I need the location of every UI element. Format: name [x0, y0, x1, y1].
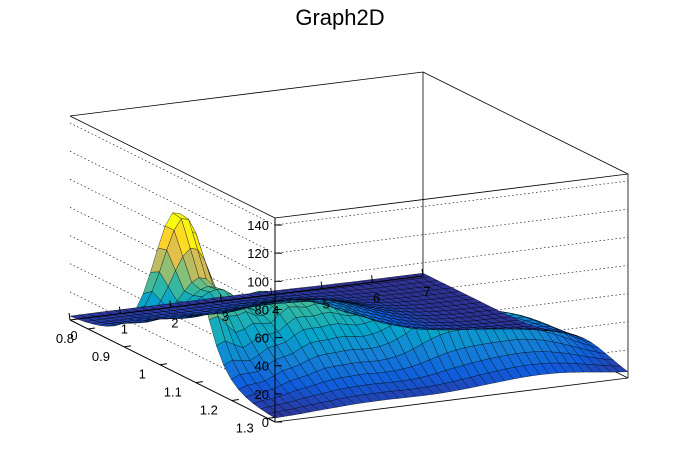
x-tick-label-0: 0 [70, 328, 77, 343]
z-tick-label-0: 0 [262, 415, 269, 430]
x-tick-label-1: 1 [121, 322, 128, 337]
y-tick-label-1.1: 1.1 [164, 385, 182, 400]
z-tick-label-80: 80 [255, 302, 269, 317]
z-gridline-120 [69, 150, 629, 254]
y-tick-label-0.8: 0.8 [56, 331, 74, 346]
z-tick-label-40: 40 [255, 359, 269, 374]
top-back-edge [274, 173, 629, 219]
y-tick-1 [159, 363, 167, 366]
z-axis-tick-labels: 0 20 40 60 80 100 120 140 [247, 218, 269, 430]
x-axis-line [69, 275, 424, 321]
x-tick-3 [219, 294, 222, 302]
y-tick-label-1: 1 [139, 367, 146, 382]
x-tick-6 [371, 275, 374, 283]
y-tick-label-1.2: 1.2 [200, 403, 218, 418]
z-tick-label-60: 60 [255, 331, 269, 346]
x-tick-label-4: 4 [272, 303, 279, 318]
chart-title: Graph2D [295, 5, 384, 30]
x-tick-1 [118, 306, 121, 314]
y-tick-label-0.9: 0.9 [92, 349, 110, 364]
x-tick-0 [68, 312, 71, 321]
axes-frame-front [69, 71, 629, 423]
y-tick-1.3 [267, 416, 275, 419]
z-tick-label-20: 20 [255, 387, 269, 402]
axis-ticks [68, 224, 424, 423]
x-tick-5 [320, 281, 323, 289]
x-tick-label-5: 5 [323, 297, 330, 312]
x-tick-7 [421, 268, 424, 277]
y-tick-label-1.3: 1.3 [236, 420, 254, 435]
top-front-edge [69, 71, 424, 117]
z-tick-label-120: 120 [247, 246, 269, 261]
back-floor-edge [274, 377, 629, 423]
x-axis-tick-labels: 0 1 2 3 4 5 6 7 [70, 284, 430, 343]
x-tick-2 [169, 300, 172, 308]
z-tick-label-100: 100 [247, 274, 269, 289]
y-tick-0.9 [123, 345, 132, 348]
top-right-edge [422, 71, 629, 175]
x-tick-label-6: 6 [373, 290, 380, 305]
y-tick-1.1 [195, 381, 203, 384]
y-axis-tick-labels: 0.8 0.9 1 1.1 1.2 1.3 [56, 331, 254, 435]
surface-mesh [69, 212, 629, 419]
y-tick-1.2 [231, 399, 239, 402]
x-tick-4 [270, 287, 273, 295]
x-tick-label-7: 7 [423, 284, 430, 299]
z-tick-label-140: 140 [247, 218, 269, 233]
x-tick-label-3: 3 [222, 309, 229, 324]
y-axis-line [69, 319, 276, 423]
top-left-edge [69, 115, 276, 219]
y-tick-0.8 [87, 327, 96, 330]
x-tick-label-2: 2 [171, 315, 178, 330]
z-gridline-140 [69, 122, 629, 226]
